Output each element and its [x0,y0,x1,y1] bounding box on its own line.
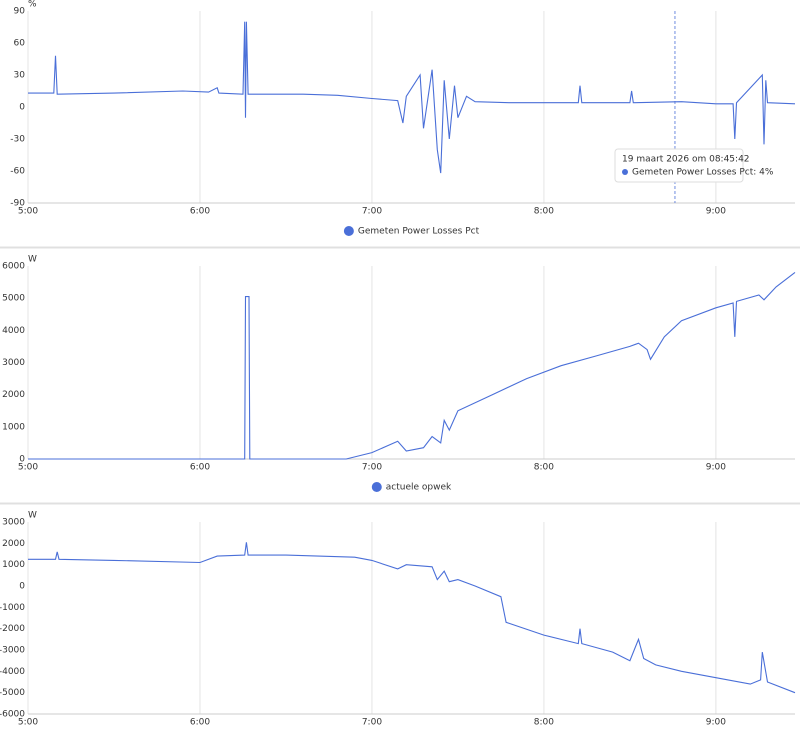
x-tick-label: 5:00 [18,207,38,217]
y-tick-label: -3000 [0,646,25,656]
y-tick-label: 3000 [2,358,25,368]
y-tick-label: -1000 [0,603,25,613]
y-tick-label: 6000 [2,262,25,272]
tooltip-value: Gemeten Power Losses Pct: 4% [632,168,774,178]
x-tick-label: 5:00 [18,718,38,728]
x-tick-label: 6:00 [190,463,210,473]
y-tick-label: 5000 [2,294,25,304]
y-tick-label: 2000 [2,390,25,400]
y-tick-label: 1000 [2,560,25,570]
y-axis-unit: W [28,511,37,521]
x-tick-label: 8:00 [534,207,554,217]
x-tick-label: 8:00 [534,718,554,728]
x-tick-label: 9:00 [706,718,726,728]
y-tick-label: 4000 [2,326,25,336]
legend-item[interactable]: Gemeten Power Losses Pct [343,226,480,237]
y-tick-label: 0 [19,103,25,113]
y-axis-unit: % [28,0,37,10]
y-tick-label: 90 [14,7,26,17]
y-tick-label: -60 [10,167,25,177]
x-tick-label: 9:00 [706,207,726,217]
x-tick-label: 5:00 [18,463,38,473]
x-tick-label: 9:00 [706,463,726,473]
y-tick-label: 0 [19,455,25,465]
x-tick-label: 8:00 [534,463,554,473]
x-tick-label: 6:00 [190,207,210,217]
legend-label: Gemeten Power Losses Pct [358,227,480,237]
y-tick-label: 60 [14,39,26,49]
y-tick-label: 2000 [2,539,25,549]
x-tick-label: 7:00 [362,718,382,728]
legend-swatch [371,482,382,492]
legend-swatch [343,226,354,236]
y-tick-label: 0 [19,582,25,592]
y-tick-label: 3000 [2,518,25,528]
y-tick-label: -4000 [0,667,25,677]
data-line [28,542,796,694]
y-tick-label: -6000 [0,710,25,720]
x-tick-label: 7:00 [362,207,382,217]
tooltip-swatch [622,169,628,175]
data-line [28,21,796,174]
tooltip-box [614,148,744,183]
x-tick-label: 6:00 [190,718,210,728]
y-tick-label: -90 [10,199,25,209]
tooltip-title: 19 maart 2026 om 08:45:42 [622,155,750,165]
legend-label: actuele opwek [386,483,452,493]
y-tick-label: 1000 [2,422,25,432]
y-tick-label: -5000 [0,688,25,698]
y-tick-label: 30 [14,71,26,81]
y-tick-label: -2000 [0,624,25,634]
y-axis-unit: W [28,255,37,265]
x-tick-label: 7:00 [362,463,382,473]
y-tick-label: -30 [10,135,25,145]
data-line [28,271,796,460]
legend-item[interactable]: actuele opwek [371,482,452,493]
